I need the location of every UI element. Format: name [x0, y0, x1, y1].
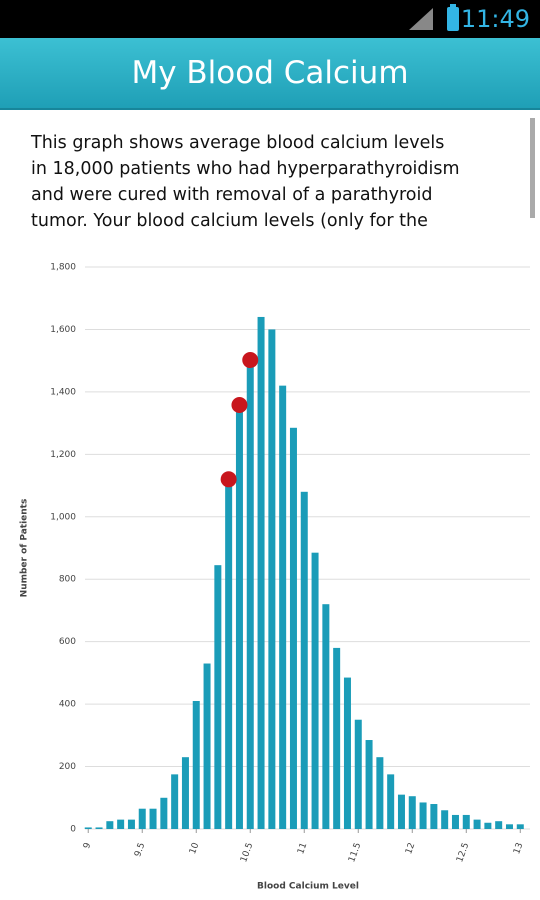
- highlight-point: [220, 471, 237, 488]
- x-tick-label: 10.5: [239, 841, 255, 863]
- y-tick-label: 1,600: [50, 325, 76, 335]
- x-tick-label: 13: [512, 841, 525, 855]
- bar: [235, 410, 243, 829]
- intro-line: and were cured with removal of a parathy…: [31, 185, 433, 205]
- intro-text: This graph shows average blood calcium l…: [31, 130, 521, 234]
- bar: [484, 822, 492, 829]
- highlight-point: [231, 397, 248, 414]
- highlight-point: [242, 352, 259, 369]
- bar: [495, 821, 503, 829]
- bar: [127, 819, 135, 829]
- bar: [95, 827, 103, 829]
- status-bar: 11:49: [0, 0, 540, 38]
- clock: 11:49: [460, 5, 530, 33]
- bar: [203, 663, 211, 829]
- bar: [257, 316, 265, 829]
- bar: [354, 719, 362, 829]
- x-tick-label: 9: [82, 841, 93, 850]
- bar: [289, 427, 297, 829]
- bar: [462, 814, 470, 829]
- chart: Number of Patients Blood Calcium Level 0…: [20, 263, 530, 892]
- bar: [333, 647, 341, 829]
- x-tick-label: 12.5: [455, 841, 471, 863]
- bar: [149, 808, 157, 829]
- bar: [300, 491, 308, 829]
- x-tick-label: 9.5: [133, 841, 147, 858]
- y-tick-label: 200: [59, 762, 76, 772]
- bar: [473, 819, 481, 829]
- bar: [160, 797, 168, 829]
- y-tick-label: 400: [59, 700, 76, 710]
- status-icons: [409, 4, 459, 31]
- y-tick-label: 1,400: [50, 387, 76, 397]
- bar: [408, 796, 416, 829]
- scrollbar: [530, 118, 535, 218]
- x-tick-label: 10: [188, 841, 201, 855]
- intro-line: tumor. Your blood calcium levels (only f…: [31, 211, 428, 231]
- bar: [268, 329, 276, 829]
- bar: [322, 604, 330, 829]
- bar: [106, 821, 114, 829]
- bar: [84, 827, 92, 829]
- x-tick-label: 11: [296, 841, 309, 855]
- bar: [214, 565, 222, 829]
- x-tick-label: 11.5: [347, 841, 363, 863]
- intro-line: in 18,000 patients who had hyperparathyr…: [31, 159, 460, 179]
- bar: [451, 814, 459, 829]
- bar: [138, 808, 146, 829]
- bar: [343, 677, 351, 829]
- bar: [441, 810, 449, 829]
- bar: [181, 757, 189, 829]
- bar: [117, 819, 125, 829]
- bar: [246, 363, 254, 829]
- y-axis-title: Number of Patients: [20, 499, 30, 598]
- bar: [387, 774, 395, 829]
- bar: [397, 794, 405, 829]
- y-tick-label: 600: [59, 637, 76, 647]
- bar: [505, 824, 513, 829]
- y-tick-label: 1,800: [50, 263, 76, 273]
- y-tick-label: 0: [70, 825, 76, 835]
- bar: [516, 824, 524, 829]
- x-tick-label: 12: [404, 841, 417, 855]
- x-axis-title: Blood Calcium Level: [257, 882, 359, 892]
- bar: [430, 804, 438, 829]
- bar: [419, 802, 427, 829]
- y-tick-label: 1,000: [50, 512, 76, 522]
- bar: [225, 482, 233, 829]
- y-tick-label: 800: [59, 575, 76, 585]
- bar: [192, 700, 200, 829]
- bar: [311, 552, 319, 829]
- intro-line: This graph shows average blood calcium l…: [31, 133, 445, 153]
- app-title: My Blood Calcium: [131, 55, 409, 91]
- y-tick-label: 1,200: [50, 450, 76, 460]
- app-bar: My Blood Calcium: [0, 38, 540, 110]
- bar: [279, 385, 287, 829]
- bar: [376, 757, 384, 829]
- bar: [171, 774, 179, 829]
- bar: [365, 740, 373, 829]
